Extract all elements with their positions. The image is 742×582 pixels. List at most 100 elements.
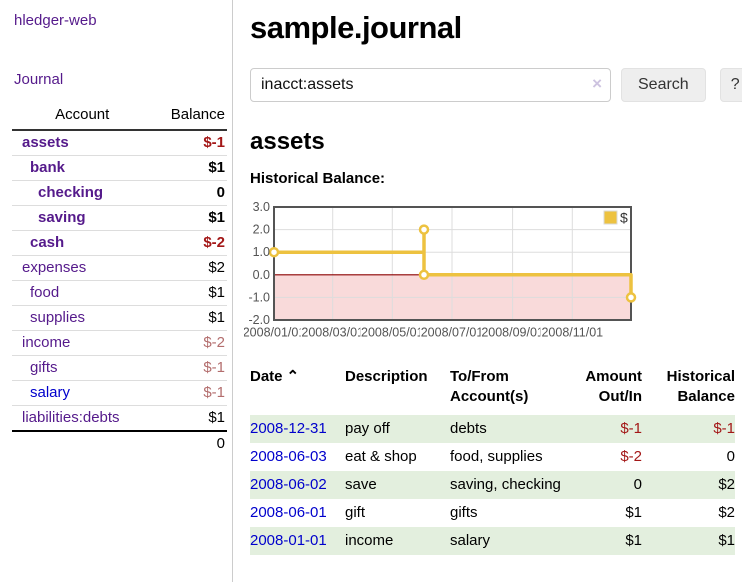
account-link-assets[interactable]: assets [22,134,69,151]
transaction-date-link[interactable]: 2008-06-02 [250,476,327,493]
account-balance: $-2 [152,330,227,356]
balance-column-header: Balance [152,103,227,131]
transaction-description: save [345,476,377,493]
transaction-accounts: debts [450,420,487,437]
account-link-food[interactable]: food [30,284,60,301]
account-balance: $1 [152,155,227,181]
chart-title: Historical Balance: [250,170,386,187]
account-link-expenses[interactable]: expenses [22,259,87,276]
balance-series-line [274,227,633,298]
x-tick: 2008/01/01 [244,326,305,340]
main-content: sample.journal × Search ? assets Histori… [233,0,742,582]
account-balance: $-1 [203,134,225,151]
accounts-column-header: To/From Account(s) [450,368,529,405]
x-tick: 2008/05/01 [361,326,424,340]
y-tick: -2.0 [248,313,270,327]
transaction-description: income [345,532,394,549]
account-link-salary[interactable]: salary [30,384,71,401]
account-row: cash $-2 [12,230,227,256]
account-row: salary $-1 [12,380,227,406]
help-button[interactable]: ? [719,68,742,102]
account-balance: $1 [152,305,227,331]
y-tick: 0.0 [253,268,270,282]
transaction-balance: $-1 [713,420,735,437]
sidebar-item-journal[interactable]: Journal [14,71,64,88]
data-point [625,292,637,303]
account-row: supplies $1 [12,305,227,331]
transaction-amount: $-2 [620,448,642,465]
register-row: 2008-06-03 eat & shop food, supplies $-2… [250,443,735,471]
account-link-liabilities-debts[interactable]: liabilities:debts [22,409,120,426]
register-row: 2008-12-31 pay off debts $-1 $-1 [250,415,735,443]
account-row: gifts $-1 [12,355,227,381]
account-balance: $2 [152,255,227,281]
register-header-row: Date ⌃ Description To/From Account(s) Amo… [250,365,735,415]
amount-column-header: Amount Out/In [585,368,642,405]
account-row: checking 0 [12,180,227,206]
account-balance: $1 [152,205,227,231]
transaction-amount: $-1 [620,420,642,437]
transaction-date-link[interactable]: 2008-01-01 [250,532,327,549]
y-axis-labels: 3.0 2.0 1.0 0.0 -1.0 -2.0 [248,200,270,327]
x-tick: 2008/07/01 [421,326,484,340]
transaction-description: pay off [345,420,390,437]
register-table: Date ⌃ Description To/From Account(s) Amo… [250,365,735,555]
transaction-balance: $1 [718,532,735,549]
account-link-income[interactable]: income [22,334,71,351]
search-button[interactable]: Search [621,68,706,102]
account-balance: $-1 [152,355,227,381]
transaction-date-link[interactable]: 2008-06-01 [250,504,327,521]
account-link-bank[interactable]: bank [30,159,66,176]
transaction-balance: $2 [718,504,735,521]
account-row: income $-2 [12,330,227,356]
account-row: liabilities:debts $1 [12,405,227,431]
transaction-amount: $1 [625,532,642,549]
date-column-header[interactable]: Date ⌃ [250,365,345,415]
transaction-description: gift [345,504,366,521]
sort-ascending-icon: ⌃ [286,368,300,385]
plot-border [273,206,632,321]
register-row: 2008-06-01 gift gifts $1 $2 [250,499,735,527]
transaction-date-link[interactable]: 2008-06-03 [250,448,327,465]
data-points[interactable] [268,224,637,303]
chart-legend: $ [603,210,628,226]
transaction-balance: $2 [718,476,735,493]
search-input[interactable] [250,68,611,102]
account-balance: $-2 [152,230,227,256]
account-row: food $1 [12,280,227,306]
transaction-balance: 0 [726,448,735,465]
transaction-description: eat & shop [345,448,417,465]
app-brand-link[interactable]: hledger-web [14,12,97,29]
data-point [418,224,430,235]
account-column-header: Account [12,103,153,131]
legend-label: $ [620,210,628,226]
account-row: assets $-1 [12,130,227,156]
search-bar: × Search ? [250,68,742,102]
account-link-supplies[interactable]: supplies [30,309,86,326]
y-tick: -1.0 [248,290,270,304]
legend-swatch-icon [603,210,618,225]
account-link-saving[interactable]: saving [38,209,86,226]
clear-search-icon[interactable]: × [592,74,602,93]
x-tick: 2008/03/01 [301,326,364,340]
page-title: sample.journal [250,10,462,45]
register-row: 2008-01-01 income salary $1 $1 [250,527,735,555]
account-link-gifts[interactable]: gifts [30,359,58,376]
x-tick: 2008/09/01 [481,326,544,340]
transaction-accounts: food, supplies [450,448,543,465]
account-link-cash[interactable]: cash [30,234,65,251]
transaction-accounts: gifts [450,504,478,521]
y-tick: 3.0 [253,200,270,214]
data-point [268,246,280,258]
date-header-label: Date [250,368,283,385]
historical-balance-chart[interactable]: $ 3.0 2.0 1.0 0.0 -1.0 -2.0 2008/01/01 2… [244,199,706,341]
account-row: saving $1 [12,205,227,231]
transaction-amount: 0 [633,476,642,493]
transaction-date-link[interactable]: 2008-12-31 [250,420,327,437]
description-column-header: Description [345,368,428,385]
total-balance: 0 [152,430,227,456]
account-link-checking[interactable]: checking [38,184,104,201]
account-balance: $1 [152,280,227,306]
account-page-title: assets [250,128,325,155]
transaction-accounts: salary [450,532,491,549]
